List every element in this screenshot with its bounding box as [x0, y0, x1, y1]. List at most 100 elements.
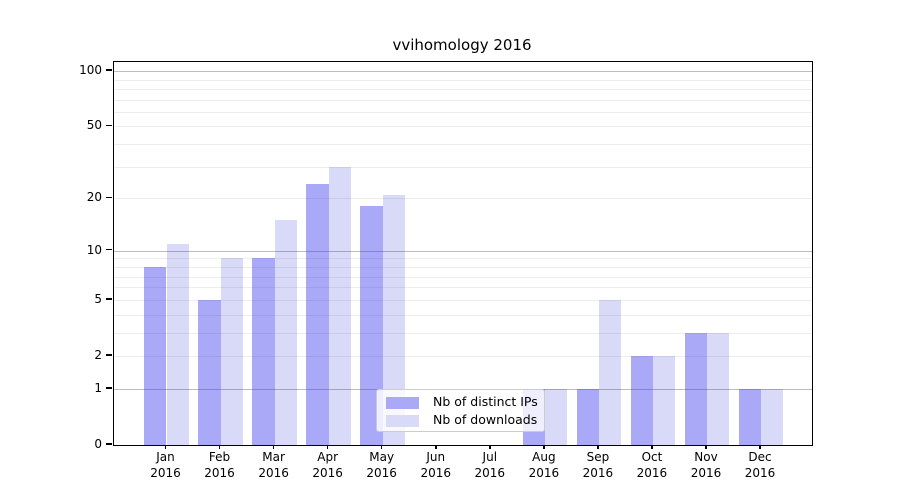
x-tick-label-jul: Jul 2016: [460, 449, 520, 481]
plot-area: [113, 61, 813, 446]
gridline-major-100: [114, 71, 812, 73]
x-tick-label-year: 2016: [636, 466, 668, 480]
x-tick-sep: [597, 445, 599, 449]
x-tick-mar: [272, 445, 275, 449]
x-tick-apr: [326, 445, 329, 449]
x-tick-label-jan: Jan 2016: [136, 449, 196, 481]
x-tick-label-year: 2016: [744, 466, 776, 480]
x-tick-label-oct: Oct 2016: [622, 449, 682, 481]
y-tick-50: [106, 124, 112, 127]
y-tick-label-20: 20: [86, 190, 102, 205]
bar-distinct-ips-nov: [684, 332, 707, 445]
y-tick-0: [106, 443, 112, 445]
gridline-minor-80: [114, 88, 812, 90]
y-tick-20: [106, 196, 112, 199]
gridline-minor-30: [114, 166, 812, 168]
bar-downloads-may: [382, 194, 405, 445]
y-tick-label-1: 1: [94, 380, 102, 395]
gridline-minor-9: [114, 258, 812, 260]
x-tick-label-year: 2016: [582, 466, 614, 480]
gridline-minor-7: [114, 276, 812, 278]
bar-downloads-oct: [652, 355, 676, 445]
gridline-minor-4: [114, 314, 812, 316]
x-tick-label-year: 2016: [204, 466, 235, 480]
legend-swatch-downloads: [386, 415, 419, 427]
bar-distinct-ips-mar: [252, 258, 275, 445]
x-tick-dec: [759, 445, 761, 449]
gridline-minor-90: [114, 79, 812, 81]
x-tick-label-may: May 2016: [352, 449, 412, 481]
x-tick-label-apr: Apr 2016: [298, 449, 358, 481]
x-tick-label-jun: Jun 2016: [406, 449, 466, 481]
gridline-minor-60: [114, 111, 812, 113]
x-tick-label-year: 2016: [366, 466, 397, 480]
x-tick-label-month: Oct: [641, 450, 663, 464]
chart-title: vvihomology 2016: [392, 36, 532, 54]
x-tick-may: [380, 445, 383, 449]
gridline-minor-8: [114, 267, 812, 268]
y-tick-label-50: 50: [86, 118, 102, 133]
gridline-minor-2: [114, 356, 812, 357]
bar-distinct-ips-sep: [576, 388, 599, 445]
x-tick-label-month: Feb: [208, 450, 231, 464]
legend-label-downloads: Nb of downloads: [433, 412, 538, 427]
x-tick-label-month: Jun: [426, 450, 446, 464]
x-tick-label-month: Mar: [262, 450, 285, 464]
x-tick-label-nov: Nov 2016: [676, 449, 736, 481]
bar-downloads-sep: [598, 299, 622, 445]
y-tick-label-10: 10: [86, 242, 102, 257]
x-tick-label-feb: Feb 2016: [190, 449, 250, 481]
legend-label-distinct-ips: Nb of distinct IPs: [433, 394, 538, 409]
x-tick-label-sep: Sep 2016: [568, 449, 628, 481]
y-tick-label-2: 2: [94, 347, 102, 362]
bar-downloads-aug: [544, 388, 568, 445]
x-tick-feb: [218, 445, 221, 449]
bar-downloads-nov: [707, 332, 730, 445]
legend-swatch-distinct-ips: [386, 397, 419, 409]
y-tick-2: [106, 354, 112, 356]
gridline-major-10: [114, 250, 812, 252]
gridline-minor-5: [114, 299, 812, 301]
y-tick-5: [106, 298, 112, 300]
x-tick-label-year: 2016: [690, 466, 722, 480]
bar-distinct-ips-feb: [198, 299, 221, 445]
x-tick-oct: [651, 445, 653, 449]
gridline-minor-20: [114, 198, 812, 200]
bar-downloads-apr: [328, 166, 351, 445]
x-tick-label-month: Sep: [586, 450, 610, 464]
y-tick-label-100: 100: [79, 63, 102, 78]
gridline-minor-3: [114, 332, 812, 334]
x-tick-jun: [435, 445, 437, 449]
x-tick-jul: [489, 445, 491, 449]
gridline-minor-50: [114, 126, 812, 128]
y-tick-1: [106, 387, 112, 389]
bar-downloads-dec: [761, 388, 784, 445]
x-tick-label-dec: Dec 2016: [730, 449, 790, 481]
x-tick-nov: [705, 445, 707, 449]
gridline-minor-6: [114, 287, 812, 289]
y-tick-100: [106, 69, 112, 71]
gridline-minor-40: [114, 144, 812, 146]
y-tick-label-0: 0: [94, 437, 102, 451]
x-tick-label-month: Dec: [748, 450, 772, 464]
x-tick-label-month: Apr: [317, 450, 339, 464]
bar-downloads-mar: [274, 220, 297, 445]
x-tick-label-month: May: [369, 450, 395, 464]
x-tick-label-mar: Mar 2016: [244, 449, 304, 481]
legend: Nb of distinct IPs Nb of downloads: [376, 389, 545, 432]
bar-downloads-jan: [166, 243, 189, 445]
x-tick-label-year: 2016: [474, 466, 506, 480]
bar-downloads-feb: [220, 258, 243, 445]
y-tick-label-5: 5: [94, 291, 102, 306]
x-tick-jan: [164, 445, 167, 449]
y-tick-10: [106, 248, 112, 251]
x-tick-label-year: 2016: [150, 466, 181, 480]
bar-distinct-ips-oct: [630, 355, 653, 445]
x-tick-label-month: Jan: [156, 450, 175, 464]
x-tick-label-year: 2016: [312, 466, 343, 480]
x-tick-label-month: Jul: [482, 450, 498, 464]
x-tick-label-year: 2016: [258, 466, 289, 480]
x-tick-label-year: 2016: [528, 466, 560, 480]
x-tick-aug: [543, 445, 545, 449]
